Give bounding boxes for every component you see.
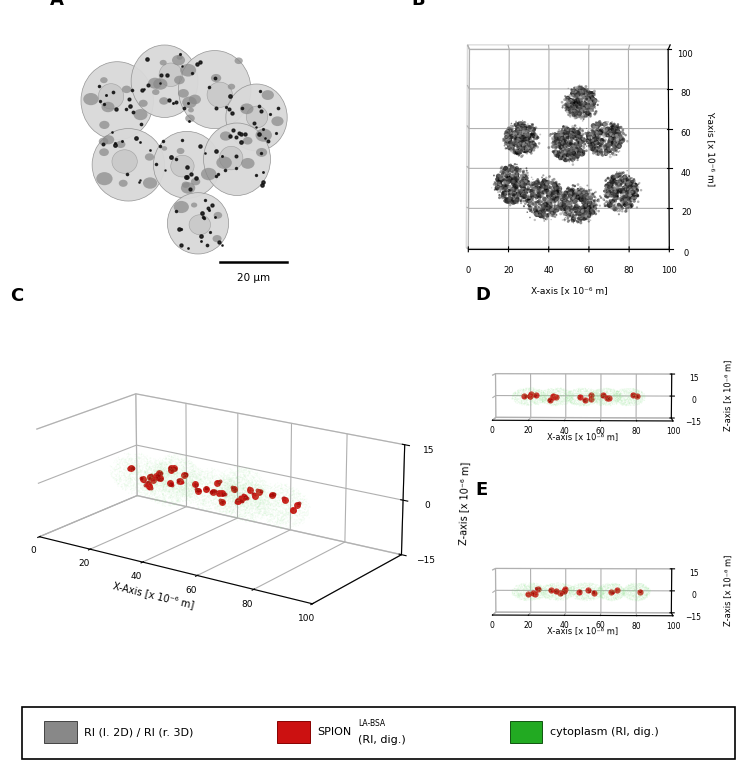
Ellipse shape <box>177 55 183 60</box>
Ellipse shape <box>240 103 254 114</box>
Ellipse shape <box>103 136 114 144</box>
Ellipse shape <box>207 82 232 108</box>
Bar <box>44 721 76 744</box>
Text: SPION: SPION <box>317 727 351 737</box>
Ellipse shape <box>262 90 274 100</box>
X-axis label: X-Axis [x 10⁻⁶ m]: X-Axis [x 10⁻⁶ m] <box>112 580 195 610</box>
Ellipse shape <box>81 62 154 139</box>
Ellipse shape <box>191 178 200 186</box>
Ellipse shape <box>272 116 284 126</box>
Ellipse shape <box>99 149 109 156</box>
Ellipse shape <box>83 93 98 105</box>
Ellipse shape <box>92 129 164 201</box>
Ellipse shape <box>241 158 254 169</box>
Text: A: A <box>50 0 64 8</box>
Text: RI (l. 2D) / RI (r. 3D): RI (l. 2D) / RI (r. 3D) <box>84 727 194 737</box>
Ellipse shape <box>214 212 222 219</box>
Ellipse shape <box>228 84 236 89</box>
Ellipse shape <box>185 115 195 122</box>
Ellipse shape <box>118 179 128 187</box>
Ellipse shape <box>160 60 166 65</box>
Ellipse shape <box>177 148 184 154</box>
Ellipse shape <box>235 58 243 64</box>
Text: (RI, dig.): (RI, dig.) <box>358 735 407 745</box>
Ellipse shape <box>220 132 232 141</box>
Ellipse shape <box>159 63 182 86</box>
Ellipse shape <box>174 201 189 213</box>
Ellipse shape <box>99 138 108 146</box>
Ellipse shape <box>181 182 195 194</box>
Ellipse shape <box>188 108 194 112</box>
Text: cytoplasm (RI, dig.): cytoplasm (RI, dig.) <box>550 727 658 737</box>
Ellipse shape <box>153 79 167 90</box>
Ellipse shape <box>256 148 267 157</box>
Ellipse shape <box>256 129 272 142</box>
Ellipse shape <box>243 137 253 145</box>
Ellipse shape <box>101 102 115 112</box>
Ellipse shape <box>131 45 198 118</box>
Ellipse shape <box>178 89 189 98</box>
Ellipse shape <box>116 141 125 148</box>
Ellipse shape <box>167 192 229 254</box>
Ellipse shape <box>134 109 148 120</box>
Ellipse shape <box>189 215 211 235</box>
Text: E: E <box>476 480 488 499</box>
Text: B: B <box>412 0 425 8</box>
Ellipse shape <box>226 84 287 151</box>
Ellipse shape <box>191 203 197 208</box>
Bar <box>510 721 542 744</box>
Text: D: D <box>476 286 490 304</box>
Ellipse shape <box>220 146 243 170</box>
Ellipse shape <box>139 100 148 107</box>
Ellipse shape <box>171 156 194 177</box>
Ellipse shape <box>96 172 112 186</box>
Ellipse shape <box>145 153 154 161</box>
Ellipse shape <box>174 75 184 84</box>
Ellipse shape <box>212 235 221 243</box>
Ellipse shape <box>182 182 190 188</box>
Ellipse shape <box>246 106 268 128</box>
Ellipse shape <box>99 121 109 129</box>
Ellipse shape <box>122 85 131 93</box>
Ellipse shape <box>211 74 221 82</box>
Ellipse shape <box>148 78 162 89</box>
Ellipse shape <box>178 51 251 129</box>
Y-axis label: Y-axis [x 10⁻⁶ m]: Y-axis [x 10⁻⁶ m] <box>706 112 715 186</box>
Text: 20 μm: 20 μm <box>237 273 270 283</box>
Ellipse shape <box>154 132 220 198</box>
Bar <box>277 721 310 744</box>
Ellipse shape <box>182 96 196 109</box>
Ellipse shape <box>143 177 158 189</box>
Ellipse shape <box>112 150 137 173</box>
Ellipse shape <box>100 77 108 83</box>
Bar <box>22 707 735 758</box>
Ellipse shape <box>201 168 217 180</box>
Ellipse shape <box>189 95 201 104</box>
Ellipse shape <box>203 123 271 196</box>
Ellipse shape <box>159 97 169 105</box>
Ellipse shape <box>98 84 124 109</box>
Text: LA-BSA: LA-BSA <box>358 719 386 728</box>
Ellipse shape <box>216 156 232 169</box>
Ellipse shape <box>180 64 196 76</box>
X-axis label: X-axis [x 10⁻⁶ m]: X-axis [x 10⁻⁶ m] <box>547 627 618 636</box>
Ellipse shape <box>152 89 160 95</box>
X-axis label: X-axis [x 10⁻⁶ m]: X-axis [x 10⁻⁶ m] <box>530 286 608 296</box>
Ellipse shape <box>172 55 185 65</box>
X-axis label: X-axis [x 10⁻⁶ m]: X-axis [x 10⁻⁶ m] <box>547 432 618 441</box>
Ellipse shape <box>161 146 167 151</box>
Text: C: C <box>10 287 24 306</box>
